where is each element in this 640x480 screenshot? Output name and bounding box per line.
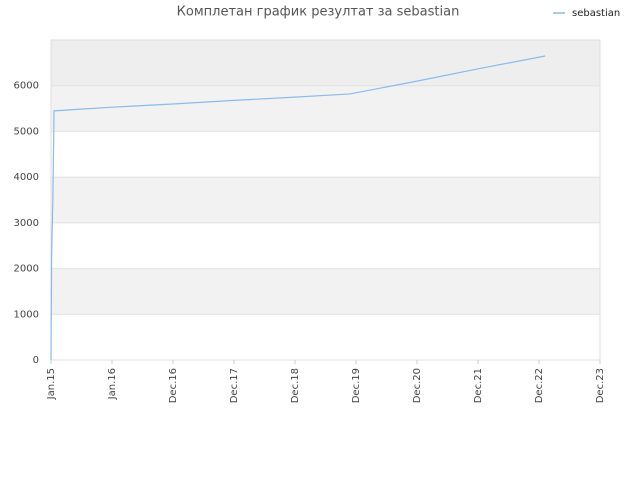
x-tick-label: Jan.15 bbox=[46, 368, 57, 400]
chart-title: Комплетан график резултат за sebastian bbox=[177, 5, 460, 20]
y-tick-label: 5000 bbox=[14, 126, 39, 137]
y-tick-label: 3000 bbox=[14, 218, 39, 229]
y-tick-label: 6000 bbox=[14, 81, 39, 92]
y-tick-label: 0 bbox=[33, 355, 39, 366]
x-tick-label: Jan.16 bbox=[107, 368, 118, 400]
y-tick-label: 4000 bbox=[14, 172, 39, 183]
plot-band bbox=[51, 131, 600, 178]
x-tick-label: Dec.22 bbox=[534, 368, 545, 403]
plot-band bbox=[51, 85, 600, 132]
x-tick-label: Dec.19 bbox=[351, 368, 362, 403]
x-tick-label: Dec.16 bbox=[168, 368, 179, 403]
x-tick-label: Dec.18 bbox=[290, 368, 301, 403]
plot-band bbox=[51, 40, 600, 86]
x-tick-label: Dec.21 bbox=[473, 368, 484, 403]
legend-label: sebastian bbox=[572, 8, 620, 19]
y-tick-label: 1000 bbox=[14, 309, 39, 320]
x-tick-label: Dec.20 bbox=[412, 368, 423, 403]
x-tick-label: Dec.17 bbox=[229, 368, 240, 403]
plot-band bbox=[51, 268, 600, 315]
y-tick-label: 2000 bbox=[14, 264, 39, 275]
plot-band bbox=[51, 177, 600, 223]
data-line bbox=[50, 55, 546, 361]
plot-band bbox=[51, 314, 600, 360]
x-tick-label: Dec.23 bbox=[595, 368, 606, 403]
plot-band bbox=[51, 222, 600, 269]
